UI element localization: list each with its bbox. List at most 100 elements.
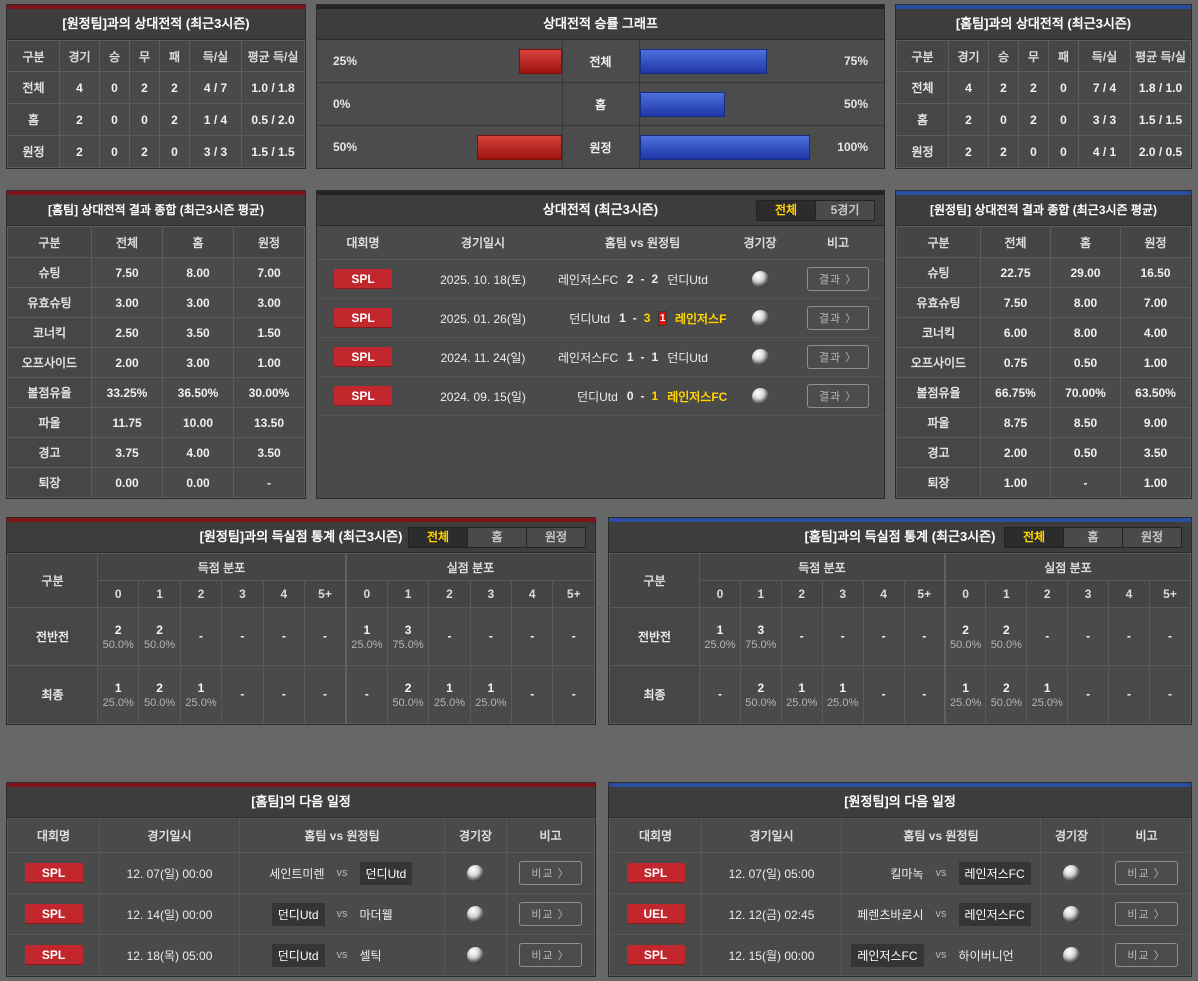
tab-home[interactable]: 홈 bbox=[1063, 528, 1122, 547]
col-label: 구분 bbox=[609, 553, 700, 608]
tab-all[interactable]: 전체 bbox=[409, 528, 467, 547]
match-date: 12. 12(금) 02:45 bbox=[701, 893, 842, 935]
compare-button[interactable]: 비교 〉 bbox=[1115, 943, 1178, 967]
stadium-globe-icon[interactable] bbox=[1063, 864, 1080, 882]
tab-away[interactable]: 원정 bbox=[1122, 528, 1181, 547]
dist-cell: - bbox=[699, 665, 741, 724]
bin-header: 5+ bbox=[1148, 580, 1192, 608]
header-cell: 경기장 bbox=[444, 818, 507, 853]
header-cell: 원정 bbox=[1120, 226, 1191, 258]
dist-cell: 3 75.0% bbox=[386, 607, 430, 666]
table-row: 원정 2 2 0 0 4 / 1 2.0 / 0.5 bbox=[896, 135, 1191, 168]
header-cell: 대회명 bbox=[609, 818, 702, 853]
stadium-globe-icon[interactable] bbox=[751, 348, 769, 366]
stadium-globe-icon[interactable] bbox=[751, 270, 769, 288]
vs-label: vs bbox=[336, 867, 348, 879]
panel-h2h-matches: 상대전적 (최근3시즌) 전체 5경기 대회명 경기일시 홈팀 vs 원정팀 경… bbox=[316, 190, 885, 499]
stat-cell: 2 bbox=[59, 103, 100, 136]
away-team: 하이버니언 bbox=[959, 947, 1040, 964]
table-row: 오프사이드 0.75 0.50 1.00 bbox=[896, 347, 1191, 378]
row-label: 경고 bbox=[896, 437, 981, 468]
table-row: 홈 2 0 2 0 3 / 3 1.5 / 1.5 bbox=[896, 103, 1191, 136]
right-pct-label: 75% bbox=[843, 54, 868, 68]
table-header-row: 구분 전체 홈 원정 bbox=[7, 226, 305, 258]
league-badge: SPL bbox=[334, 308, 392, 328]
header-cell: 비고 bbox=[506, 818, 595, 853]
score-separator: - bbox=[632, 311, 637, 325]
stat-cell: 2 bbox=[948, 103, 989, 136]
tab-all[interactable]: 전체 bbox=[757, 201, 815, 220]
red-bar bbox=[519, 48, 562, 74]
table-row: 퇴장 1.00-1.00 bbox=[896, 467, 1191, 498]
dist-cell: 1 25.0% bbox=[821, 665, 864, 724]
tab-away[interactable]: 원정 bbox=[526, 528, 585, 547]
accent-bar-dark bbox=[317, 191, 884, 195]
result-button[interactable]: 결과 〉 bbox=[806, 267, 870, 291]
blue-bar bbox=[639, 48, 767, 74]
row-label: 코너킥 bbox=[7, 317, 92, 348]
stadium-globe-icon[interactable] bbox=[751, 309, 769, 327]
stadium-globe-icon[interactable] bbox=[467, 864, 484, 882]
stat-cell: 0 bbox=[129, 103, 160, 136]
compare-button[interactable]: 비교 〉 bbox=[1115, 902, 1178, 926]
league-badge: UEL bbox=[626, 904, 685, 924]
stadium-globe-icon[interactable] bbox=[467, 905, 484, 923]
accent-bar-blue bbox=[896, 191, 1191, 195]
compare-button[interactable]: 비교 〉 bbox=[1115, 861, 1178, 885]
bin-header: 3 bbox=[1067, 580, 1110, 608]
tab-home[interactable]: 홈 bbox=[467, 528, 526, 547]
schedule-table: 대회명 경기일시 홈팀 vs 원정팀 경기장 비고 SPL 12. 07(일) … bbox=[7, 818, 595, 976]
row-label: 슈팅 bbox=[896, 257, 981, 288]
bin-header: 0 bbox=[344, 580, 388, 608]
compare-button[interactable]: 비교 〉 bbox=[519, 861, 582, 885]
result-button[interactable]: 결과 〉 bbox=[806, 306, 870, 330]
panel-title: [원정팀] 상대전적 결과 종합 (최근3시즌 평균) bbox=[896, 195, 1191, 226]
header-cell: 승 bbox=[988, 40, 1019, 72]
red-card-icon: 1 bbox=[659, 311, 666, 325]
stat-cell: 7.00 bbox=[1120, 287, 1191, 318]
left-pct-label: 0% bbox=[333, 97, 351, 111]
header-cell: 비고 bbox=[792, 226, 884, 260]
tab-all[interactable]: 전체 bbox=[1005, 528, 1063, 547]
stat-cell: 9.00 bbox=[1120, 407, 1191, 438]
stat-cell: 0 bbox=[1048, 103, 1079, 136]
away-team: 던디Utd bbox=[667, 350, 708, 365]
stat-cell: 7.50 bbox=[91, 257, 163, 288]
away-team: 마더웰 bbox=[360, 906, 444, 923]
stat-cell: 66.75% bbox=[980, 377, 1051, 408]
result-button[interactable]: 결과 〉 bbox=[806, 384, 870, 408]
stat-cell: 1.00 bbox=[1120, 467, 1191, 498]
schedule-row: SPL 12. 18(목) 05:00 던디Utd vs 셀틱 비교 〉 bbox=[7, 934, 595, 976]
header-cell: 홈 bbox=[1050, 226, 1121, 258]
stat-cell: 0.50 bbox=[1050, 437, 1121, 468]
match-teams: 던디Utd 0-1 레인저스FC bbox=[558, 388, 727, 405]
dist-cell: - bbox=[262, 607, 306, 666]
scored-group-header: 득점 분포 bbox=[96, 553, 347, 581]
result-button[interactable]: 결과 〉 bbox=[806, 345, 870, 369]
bin-header: 2 bbox=[428, 580, 471, 608]
tab-last5[interactable]: 5경기 bbox=[815, 201, 874, 220]
stat-cell: 2 bbox=[129, 71, 160, 104]
compare-button[interactable]: 비교 〉 bbox=[519, 902, 582, 926]
goals-title: [홈팀]과의 득실점 통계 (최근3시즌) bbox=[804, 529, 996, 544]
bin-header-row: 0 1 2 3 4 5+ 0 1 2 3 4 5+ bbox=[8, 580, 595, 608]
match-teams: 세인트미렌 vs 던디Utd bbox=[241, 861, 443, 885]
header-cell: 경기일시 bbox=[409, 226, 557, 260]
header-cell: 패 bbox=[159, 40, 190, 72]
table-row: 퇴장 0.00 0.00- bbox=[7, 467, 305, 498]
col-label: 구분 bbox=[7, 553, 98, 608]
row-label: 홈 bbox=[7, 103, 60, 136]
home-score: 1 bbox=[619, 311, 626, 325]
stat-cell: 4.00 bbox=[1120, 317, 1191, 348]
stadium-globe-icon[interactable] bbox=[1063, 946, 1080, 964]
header-cell: 득/실 bbox=[189, 40, 242, 72]
stadium-globe-icon[interactable] bbox=[1063, 905, 1080, 923]
row-label: 원정 bbox=[896, 135, 949, 168]
table-row: 경고 3.75 4.00 3.50 bbox=[7, 437, 305, 468]
conceded-group-header: 실점 분포 bbox=[943, 553, 1191, 581]
compare-button[interactable]: 비교 〉 bbox=[519, 943, 582, 967]
dist-cell: - bbox=[552, 665, 595, 724]
home-team: 레인저스FC bbox=[558, 272, 618, 287]
stadium-globe-icon[interactable] bbox=[751, 387, 769, 405]
stadium-globe-icon[interactable] bbox=[467, 946, 484, 964]
